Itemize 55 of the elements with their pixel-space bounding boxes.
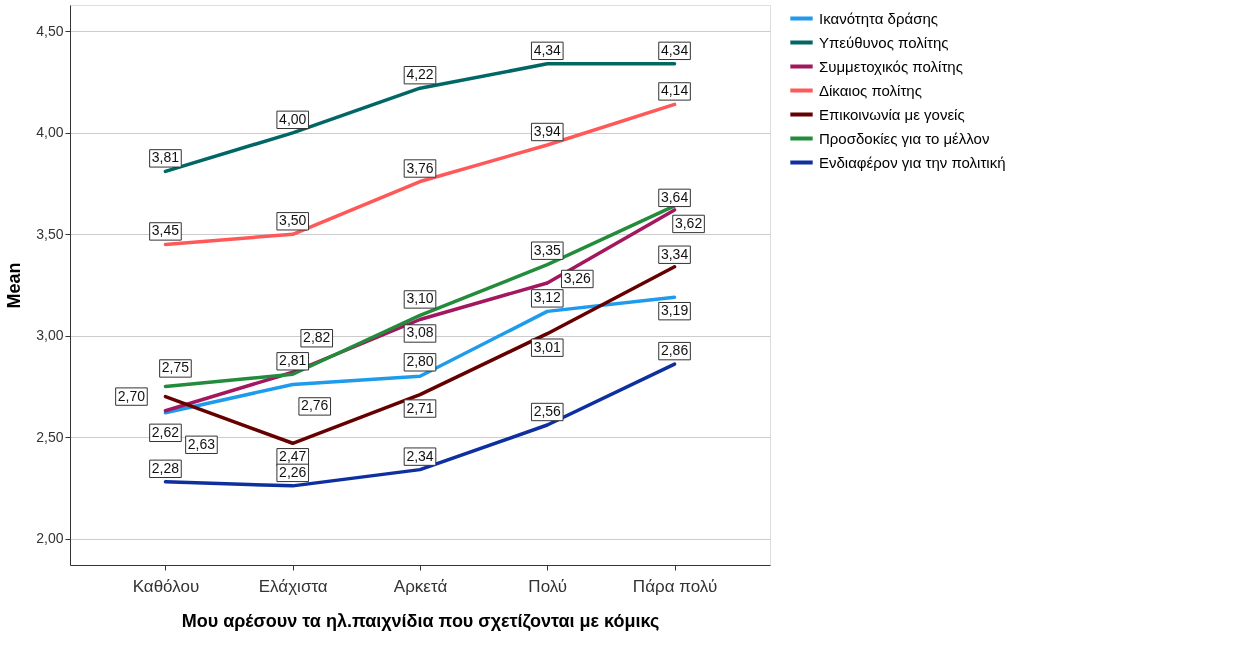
data-label: 3,76 [406, 159, 434, 176]
data-label: 3,01 [533, 338, 562, 355]
legend-label: Συμμετοχικός πολίτης [819, 57, 963, 75]
x-tick-label: Πολύ [528, 576, 568, 596]
data-label: 2,70 [117, 387, 146, 404]
data-label: 2,28 [151, 459, 180, 476]
data-label: 3,50 [279, 212, 307, 229]
data-label: 3,12 [533, 289, 562, 306]
data-label: 3,10 [406, 290, 434, 307]
data-label: 2,26 [279, 463, 307, 480]
legend-label: Υπεύθυνος πολίτης [819, 33, 949, 51]
data-label: 2,34 [406, 447, 434, 464]
y-tick-label: 4,50 [36, 22, 64, 39]
y-tick-label: 3,00 [36, 327, 64, 344]
data-label: 3,94 [533, 123, 562, 139]
data-label: 3,35 [533, 241, 562, 258]
data-label: 4,34 [660, 41, 689, 58]
data-label: 2,56 [533, 403, 562, 419]
data-label: 3,34 [660, 245, 689, 262]
data-label: 3,62 [674, 214, 703, 231]
data-label: 2,86 [660, 342, 689, 359]
legend-label: Προσδοκίες για το μέλλον [819, 129, 990, 147]
data-label: 4,14 [660, 82, 689, 99]
data-label: 3,08 [406, 324, 434, 341]
y-tick-label: 3,50 [36, 225, 64, 242]
data-label: 2,81 [279, 352, 307, 369]
data-label: 4,22 [406, 66, 434, 83]
data-label: 3,26 [563, 269, 592, 286]
data-label: 3,19 [660, 302, 689, 319]
x-tick-label: Αρκετά [393, 576, 448, 596]
data-label: 2,82 [303, 329, 331, 346]
legend-label: Ικανότητα δράσης [819, 9, 938, 27]
x-tick-label: Καθόλου [132, 576, 200, 596]
data-label: 4,00 [279, 110, 307, 127]
data-label: 3,64 [660, 188, 689, 205]
x-axis-title: Μου αρέσουν τα ηλ.παιχνίδια που σχετίζονται με κόμικς [181, 610, 660, 632]
data-label: 2,47 [279, 448, 307, 465]
data-label: 3,45 [151, 222, 180, 239]
x-tick-label: Πάρα πολύ [632, 576, 718, 596]
data-label: 2,71 [406, 399, 434, 416]
legend-label: Ενδιαφέρον για την πολιτική [819, 153, 1006, 171]
x-tick-label: Ελάχιστα [258, 576, 328, 596]
data-label: 2,75 [161, 359, 190, 376]
data-label: 2,62 [151, 423, 180, 440]
data-label: 2,80 [406, 353, 434, 370]
y-axis-title: Mean [4, 262, 25, 309]
data-label: 3,81 [151, 149, 180, 166]
data-label: 4,34 [533, 41, 562, 58]
data-label: 2,76 [301, 397, 329, 414]
y-tick-label: 2,00 [36, 530, 64, 547]
legend-label: Επικοινωνία με γονείς [819, 105, 965, 123]
legend-label: Δίκαιος πολίτης [819, 81, 922, 99]
y-tick-label: 4,00 [36, 124, 64, 141]
data-label: 2,63 [187, 435, 216, 452]
y-tick-label: 2,50 [36, 428, 64, 445]
